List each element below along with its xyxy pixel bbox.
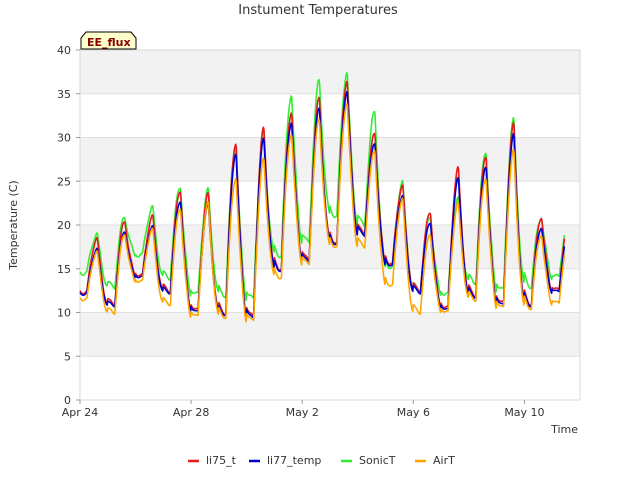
series-line-li75-t [79,80,566,319]
grid-band [80,312,580,357]
legend-label-li75-t: li75_t [206,454,237,467]
y-tick-label: 0 [64,394,71,407]
legend-label-li77-temp: li77_temp [267,454,321,467]
grid-band [80,50,580,94]
x-tick-label: May 10 [504,406,544,419]
y-tick-label: 20 [57,219,71,232]
legend-label-airt: AirT [433,454,455,467]
series-line-airt [79,102,566,323]
grid-band [80,137,580,182]
x-tick-label: May 6 [397,406,430,419]
y-tick-label: 40 [57,44,71,57]
x-axis-title: Time [550,423,578,436]
badge-label: EE_flux [87,36,131,49]
series-lines [79,72,566,323]
y-axis-title: Temperature (C) [7,180,20,270]
y-tick-label: 30 [57,132,71,145]
x-tick-label: Apr 24 [62,406,99,419]
legend-label-sonict: SonicT [359,454,396,467]
x-tick-label: Apr 28 [173,406,210,419]
series-line-sonict [79,72,566,302]
x-tick-label: May 2 [286,406,319,419]
y-tick-label: 35 [57,88,71,101]
y-tick-label: 10 [57,307,71,320]
y-tick-label: 25 [57,175,71,188]
station-badge: EE_flux [80,31,137,50]
y-tick-label: 5 [64,350,71,363]
legend: li75_t li77_temp SonicT AirT [188,454,455,467]
y-tick-label: 15 [57,263,71,276]
plot-background-bands [79,49,581,401]
chart-title: Instument Temperatures [238,3,398,18]
y-axis: 0 5 10 15 20 25 30 35 40 [57,44,80,407]
x-axis: Apr 24 Apr 28 May 2 May 6 May 10 [62,400,545,419]
badge-box [80,31,137,50]
